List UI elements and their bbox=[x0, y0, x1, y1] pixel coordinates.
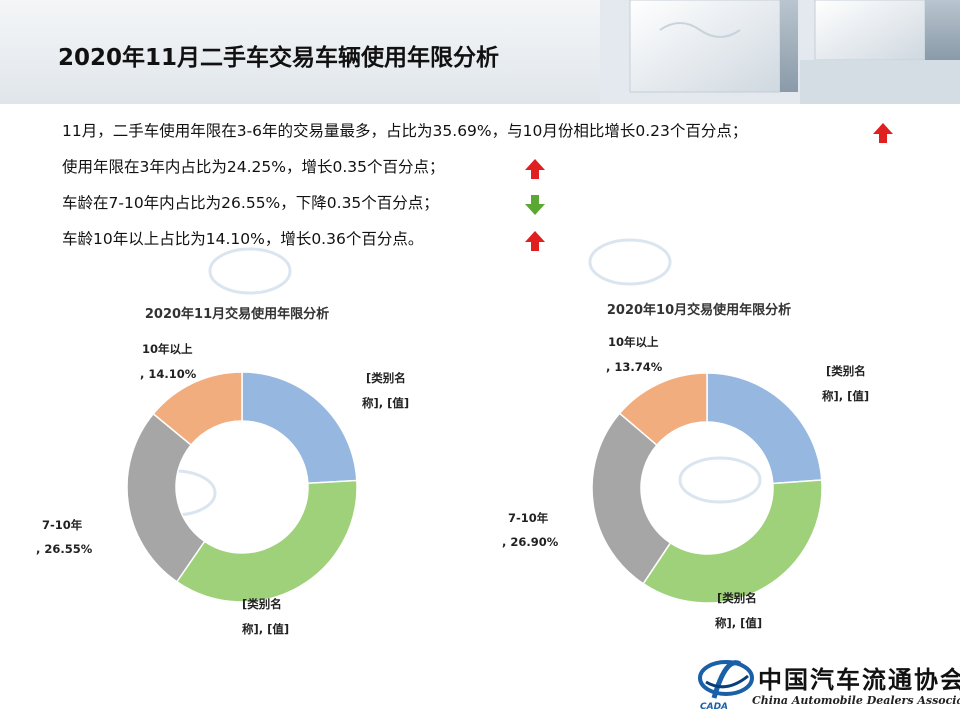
chart-title: 2020年10月交易使用年限分析 bbox=[607, 302, 791, 318]
donut-chart-october: 2020年10月交易使用年限分析 [类别名 称], [值] [类别名 称], [… bbox=[480, 238, 900, 650]
chart-title: 2020年11月交易使用年限分析 bbox=[145, 306, 329, 322]
donut-chart-november: 2020年11月交易使用年限分析 [类别名 称], [值] [类别名 称], [… bbox=[20, 247, 440, 650]
page-title: 2020年11月二手车交易车辆使用年限分析 bbox=[58, 45, 500, 71]
donut-chart-svg: 2020年11月交易使用年限分析 [类别名 称], [值] [类别名 称], [… bbox=[36, 247, 409, 636]
up-arrow-icon bbox=[525, 159, 545, 179]
donut-slices bbox=[126, 371, 358, 603]
slice-label-line1: [类别名 bbox=[717, 591, 757, 605]
slice-label-line1: 7-10年 bbox=[508, 511, 549, 525]
slice-label-line1: 7-10年 bbox=[42, 518, 83, 532]
down-arrow-icon bbox=[525, 195, 545, 215]
donut-slice bbox=[152, 371, 243, 447]
slice-label-line1: [类别名 bbox=[242, 597, 282, 611]
bullet-text: 车龄10年以上占比为14.10%，增长0.36个百分点。 bbox=[62, 230, 424, 248]
logo-abbr: CADA bbox=[700, 702, 729, 712]
slice-label-line2: , 13.74% bbox=[606, 360, 663, 374]
donut-slice bbox=[618, 372, 708, 447]
slice-label-line1: [类别名 bbox=[826, 364, 866, 378]
header-decoration-image bbox=[600, 0, 960, 104]
slice-label-line2: , 26.90% bbox=[502, 535, 559, 549]
logo-name-cn: 中国汽车流通协会 bbox=[758, 665, 960, 694]
up-arrow-icon bbox=[873, 123, 893, 143]
slice-label-line2: , 26.55% bbox=[36, 542, 93, 556]
slice-label-line2: 称], [值] bbox=[242, 622, 289, 636]
donut-slices bbox=[591, 372, 823, 604]
donut-slice bbox=[126, 412, 206, 583]
slice-label-line2: 称], [值] bbox=[362, 396, 409, 410]
up-arrow-icon bbox=[525, 231, 545, 251]
bullet-item: 车龄10年以上占比为14.10%，增长0.36个百分点。 bbox=[62, 224, 922, 260]
donut-slice bbox=[241, 371, 358, 485]
cada-logo: 中国汽车流通协会 China Automobile Dealers Associ… bbox=[690, 650, 960, 720]
watermark-logo bbox=[588, 238, 762, 504]
bullet-text: 车龄在7-10年内占比为26.55%，下降0.35个百分点； bbox=[62, 194, 439, 212]
bullet-text: 11月，二手车使用年限在3-6年的交易量最多，占比为35.69%，与10月份相比… bbox=[62, 122, 748, 140]
logo-name-en: China Automobile Dealers Association bbox=[752, 694, 960, 707]
bullet-item: 11月，二手车使用年限在3-6年的交易量最多，占比为35.69%，与10月份相比… bbox=[62, 116, 922, 152]
donut-slice bbox=[642, 479, 823, 604]
slice-label-line1: 10年以上 bbox=[608, 335, 659, 349]
bullet-list: 11月，二手车使用年限在3-6年的交易量最多，占比为35.69%，与10月份相比… bbox=[62, 116, 922, 260]
donut-slice bbox=[706, 372, 823, 485]
bullet-item: 车龄在7-10年内占比为26.55%，下降0.35个百分点； bbox=[62, 188, 922, 224]
bullet-item: 使用年限在3年内占比为24.25%，增长0.35个百分点； bbox=[62, 152, 922, 188]
slice-label-line2: 称], [值] bbox=[822, 389, 869, 403]
donut-slice bbox=[591, 412, 672, 585]
donut-slice bbox=[175, 479, 358, 603]
bullet-text: 使用年限在3年内占比为24.25%，增长0.35个百分点； bbox=[62, 158, 445, 176]
donut-chart-svg: 2020年10月交易使用年限分析 [类别名 称], [值] [类别名 称], [… bbox=[502, 238, 869, 630]
slice-label-line2: 称], [值] bbox=[715, 616, 762, 630]
slice-label-line2: , 14.10% bbox=[140, 367, 197, 381]
slice-label-line1: [类别名 bbox=[366, 371, 406, 385]
slice-label-line1: 10年以上 bbox=[142, 342, 193, 356]
cada-emblem-icon bbox=[698, 660, 754, 699]
